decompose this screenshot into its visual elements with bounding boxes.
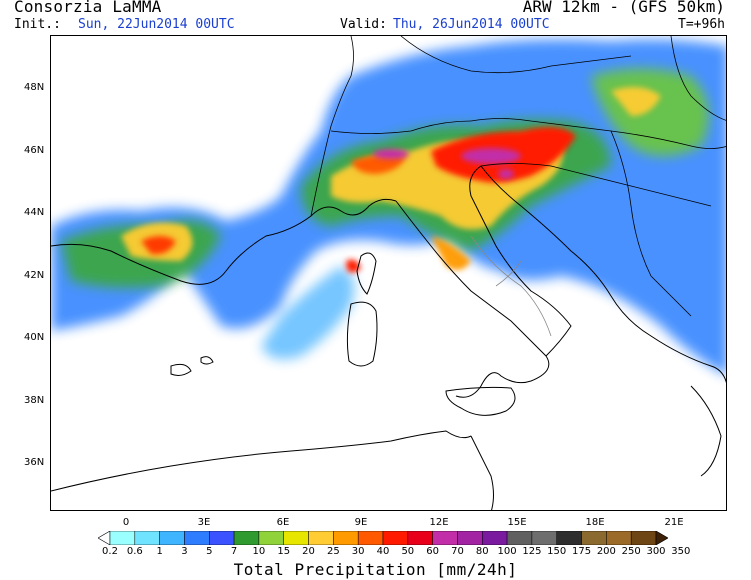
lat-label: 46N xyxy=(24,145,45,156)
colorbar-swatch xyxy=(109,531,136,545)
colorbar-swatch xyxy=(283,531,309,545)
colorbar-label: 300 xyxy=(646,546,666,557)
colorbar-label: 30 xyxy=(351,546,365,557)
colorbar-swatch xyxy=(556,531,582,545)
colorbar-swatch xyxy=(506,531,533,545)
lat-label: 36N xyxy=(24,457,45,468)
colorbar-swatch xyxy=(606,531,632,545)
colorbar-label: 80 xyxy=(475,546,489,557)
colorbar-swatch xyxy=(209,531,235,545)
precip-extreme xyxy=(373,148,521,179)
colorbar-label: 150 xyxy=(547,546,567,557)
colorbar-swatch xyxy=(308,531,334,545)
colorbar-title: Total Precipitation [mm/24h] xyxy=(233,560,518,579)
colorbar xyxy=(98,531,668,545)
lat-label: 40N xyxy=(24,332,45,343)
colorbar-swatch xyxy=(407,531,433,545)
lon-label: 0 xyxy=(122,517,130,528)
colorbar-swatch xyxy=(457,531,483,545)
lat-label: 42N xyxy=(24,270,45,281)
coastlines xyxy=(51,165,726,510)
colorbar-label: 7 xyxy=(230,546,238,557)
colorbar-label: 70 xyxy=(451,546,464,557)
precipitation-map xyxy=(50,35,727,511)
colorbar-label: 5 xyxy=(206,546,213,557)
init-label: Init.: xyxy=(14,17,61,32)
colorbar-swatch xyxy=(432,531,458,545)
colorbar-label: 50 xyxy=(401,546,415,557)
lon-label: 3E xyxy=(197,517,211,528)
colorbar-label: 15 xyxy=(277,546,291,557)
forecast-step: T=+96h xyxy=(678,17,725,32)
lat-label: 44N xyxy=(24,207,45,218)
colorbar-swatch xyxy=(581,531,607,545)
colorbar-extend-low xyxy=(98,531,111,545)
colorbar-swatch xyxy=(233,531,260,545)
model-title: ARW 12km - (GFS 50km) xyxy=(522,0,725,16)
colorbar-label: 10 xyxy=(252,546,266,557)
colorbar-label: 100 xyxy=(497,546,517,557)
colorbar-swatch xyxy=(258,531,284,545)
colorbar-label: 20 xyxy=(302,546,315,557)
colorbar-swatch xyxy=(159,531,185,545)
colorbar-label: 200 xyxy=(596,546,616,557)
country-borders xyxy=(310,36,726,317)
init-value: Sun, 22Jun2014 00UTC xyxy=(78,17,235,32)
lon-label: 6E xyxy=(276,517,290,528)
lat-label: 38N xyxy=(24,395,45,406)
colorbar-swatch xyxy=(630,531,657,545)
colorbar-label: 40 xyxy=(376,546,390,557)
colorbar-label: 0.6 xyxy=(126,546,143,557)
colorbar-label: 350 xyxy=(671,546,691,557)
colorbar-label: 250 xyxy=(621,546,641,557)
lon-label: 15E xyxy=(507,517,527,528)
lon-label: 18E xyxy=(585,517,605,528)
organization-title: Consorzia LaMMA xyxy=(14,0,162,16)
colorbar-label: 125 xyxy=(522,546,542,557)
map-canvas xyxy=(51,36,726,510)
colorbar-label: 1 xyxy=(156,546,163,557)
region-borders xyxy=(470,235,552,337)
colorbar-label: 175 xyxy=(571,546,592,557)
colorbar-label: 60 xyxy=(426,546,439,557)
colorbar-label: 0.2 xyxy=(102,546,118,557)
lat-label: 48N xyxy=(24,82,45,93)
colorbar-swatch xyxy=(184,531,210,545)
colorbar-label: 25 xyxy=(326,546,340,557)
colorbar-swatch xyxy=(134,531,160,545)
colorbar-extend-high xyxy=(655,531,668,545)
valid-label: Valid: xyxy=(340,17,387,32)
colorbar-label: 3 xyxy=(181,546,188,557)
colorbar-swatch xyxy=(357,531,384,545)
lon-label: 12E xyxy=(429,517,449,528)
colorbar-swatch xyxy=(382,531,409,545)
colorbar-swatch xyxy=(531,531,557,545)
colorbar-swatch xyxy=(482,531,508,545)
colorbar-swatch xyxy=(333,531,359,545)
lon-label: 21E xyxy=(664,517,684,528)
valid-value: Thu, 26Jun2014 00UTC xyxy=(393,17,550,32)
lon-label: 9E xyxy=(354,517,368,528)
